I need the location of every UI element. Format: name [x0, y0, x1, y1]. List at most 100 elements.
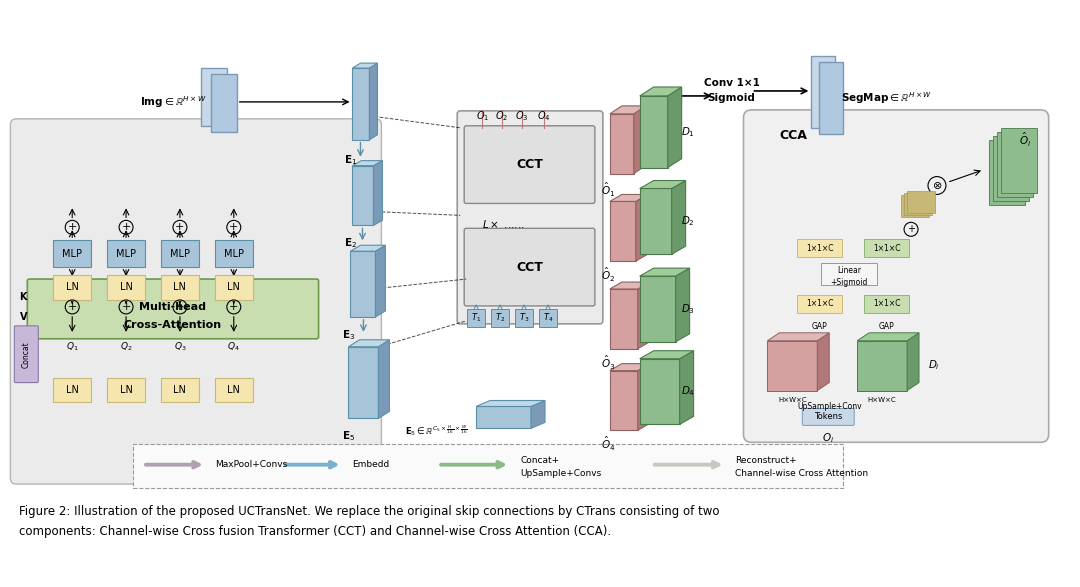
- Polygon shape: [638, 364, 650, 430]
- Text: $L \times$ ......: $L \times$ ......: [482, 218, 525, 230]
- Polygon shape: [376, 245, 386, 317]
- Bar: [352, 166, 374, 225]
- Text: $T_4$: $T_4$: [543, 312, 553, 324]
- Bar: [161, 377, 199, 403]
- Text: MaxPool+Convs: MaxPool+Convs: [215, 460, 287, 469]
- Bar: [491, 309, 509, 327]
- Text: $D_3$: $D_3$: [680, 302, 694, 316]
- Text: MLP: MLP: [116, 249, 136, 259]
- Text: V: V: [19, 312, 27, 322]
- Text: +: +: [907, 224, 915, 234]
- Bar: [133, 444, 843, 488]
- Polygon shape: [352, 63, 377, 68]
- Bar: [161, 275, 199, 300]
- Text: $\hat{O}_2$: $\hat{O}_2$: [600, 266, 615, 284]
- Bar: [211, 74, 237, 131]
- FancyBboxPatch shape: [457, 111, 603, 324]
- Bar: [797, 295, 842, 313]
- Polygon shape: [639, 268, 690, 276]
- Text: LN: LN: [120, 385, 133, 395]
- Text: +: +: [229, 222, 239, 232]
- Polygon shape: [639, 350, 693, 359]
- Polygon shape: [610, 106, 646, 114]
- Text: MLP: MLP: [63, 249, 82, 259]
- Polygon shape: [667, 87, 681, 168]
- Text: Cross-Attention: Cross-Attention: [124, 320, 222, 330]
- Bar: [107, 377, 145, 403]
- Text: $T_1$: $T_1$: [471, 312, 482, 324]
- Text: 1×1×C: 1×1×C: [806, 244, 834, 253]
- Bar: [349, 347, 378, 419]
- FancyBboxPatch shape: [464, 228, 595, 306]
- Polygon shape: [638, 282, 650, 349]
- Text: K: K: [19, 292, 27, 302]
- Text: GAP: GAP: [812, 322, 827, 331]
- FancyBboxPatch shape: [802, 409, 854, 426]
- Text: $T_3$: $T_3$: [518, 312, 529, 324]
- Text: +: +: [68, 302, 77, 312]
- FancyBboxPatch shape: [464, 126, 595, 204]
- Bar: [639, 188, 672, 254]
- Text: Conv 1×1: Conv 1×1: [703, 78, 759, 88]
- Text: 1×1×C: 1×1×C: [873, 299, 901, 308]
- Bar: [864, 295, 909, 313]
- Polygon shape: [634, 106, 646, 174]
- Polygon shape: [639, 87, 681, 96]
- Text: Embedd: Embedd: [352, 460, 390, 469]
- Text: UpSample+Conv: UpSample+Conv: [797, 402, 862, 411]
- Text: +: +: [175, 222, 185, 232]
- Text: 1×1×C: 1×1×C: [873, 244, 901, 253]
- Text: $O_1$: $O_1$: [475, 109, 489, 123]
- Bar: [53, 240, 91, 267]
- Text: LN: LN: [120, 282, 133, 292]
- Bar: [161, 240, 199, 267]
- Bar: [864, 239, 909, 257]
- Bar: [904, 194, 932, 215]
- Text: $\mathbf{E}_5$: $\mathbf{E}_5$: [342, 430, 355, 443]
- FancyBboxPatch shape: [27, 279, 319, 339]
- Text: H×W×C: H×W×C: [778, 397, 807, 403]
- Bar: [997, 131, 1032, 197]
- Text: Channel-wise Cross Attention: Channel-wise Cross Attention: [735, 468, 868, 478]
- Text: $\mathbf{E}_2$: $\mathbf{E}_2$: [343, 237, 357, 250]
- Bar: [53, 275, 91, 300]
- Bar: [351, 251, 376, 317]
- Bar: [215, 240, 253, 267]
- Text: $\hat{O}_4$: $\hat{O}_4$: [600, 435, 615, 453]
- Text: Linear: Linear: [837, 265, 861, 275]
- Bar: [993, 136, 1029, 201]
- Polygon shape: [679, 350, 693, 424]
- Text: $\hat{O}_i$: $\hat{O}_i$: [1018, 131, 1031, 149]
- Polygon shape: [768, 333, 829, 341]
- Text: $\mathbf{E}_1$: $\mathbf{E}_1$: [343, 153, 357, 167]
- Bar: [639, 359, 679, 424]
- Bar: [610, 201, 636, 261]
- Text: H×W×C: H×W×C: [868, 397, 896, 403]
- Polygon shape: [610, 194, 648, 201]
- Bar: [811, 56, 835, 128]
- Text: $\otimes$: $\otimes$: [932, 180, 942, 191]
- Text: $Q_1$: $Q_1$: [66, 340, 79, 353]
- Polygon shape: [351, 245, 386, 251]
- Text: LN: LN: [228, 385, 240, 395]
- Bar: [1001, 128, 1037, 194]
- Text: MLP: MLP: [224, 249, 244, 259]
- Text: $\mathbf{SegMap} \in \mathbb{R}^{H \times W}$: $\mathbf{SegMap} \in \mathbb{R}^{H \time…: [841, 90, 933, 106]
- Text: Concat: Concat: [22, 341, 31, 367]
- Text: $O_i$: $O_i$: [822, 431, 835, 445]
- Polygon shape: [476, 400, 545, 406]
- Bar: [215, 377, 253, 403]
- Text: $\mathbf{E}_3$: $\mathbf{E}_3$: [342, 328, 355, 342]
- Text: $O_4$: $O_4$: [537, 109, 551, 123]
- Polygon shape: [374, 161, 382, 225]
- Text: $\mathbf{Img} \in \mathbb{R}^{H \times W}$: $\mathbf{Img} \in \mathbb{R}^{H \times W…: [139, 94, 206, 110]
- Bar: [476, 406, 531, 429]
- Bar: [907, 191, 935, 214]
- Text: $D_2$: $D_2$: [680, 214, 694, 228]
- Polygon shape: [858, 333, 919, 341]
- Text: CCA: CCA: [780, 129, 807, 142]
- Bar: [610, 370, 638, 430]
- Polygon shape: [672, 181, 686, 254]
- Polygon shape: [818, 333, 829, 390]
- Text: Concat+: Concat+: [521, 456, 559, 465]
